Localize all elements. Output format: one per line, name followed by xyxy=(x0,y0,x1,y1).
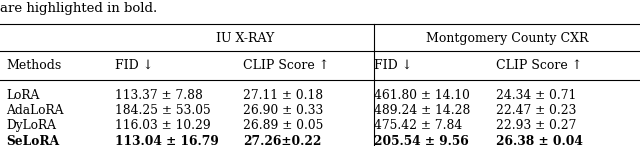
Text: 116.03 ± 10.29: 116.03 ± 10.29 xyxy=(115,119,211,132)
Text: 184.25 ± 53.05: 184.25 ± 53.05 xyxy=(115,104,211,117)
Text: LoRA: LoRA xyxy=(6,89,40,102)
Text: CLIP Score ↑: CLIP Score ↑ xyxy=(496,59,582,72)
Text: AdaLoRA: AdaLoRA xyxy=(6,104,64,117)
Text: SeLoRA: SeLoRA xyxy=(6,135,60,146)
Text: 27.11 ± 0.18: 27.11 ± 0.18 xyxy=(243,89,323,102)
Text: 26.38 ± 0.04: 26.38 ± 0.04 xyxy=(496,135,583,146)
Text: 27.26±0.22: 27.26±0.22 xyxy=(243,135,321,146)
Text: DyLoRA: DyLoRA xyxy=(6,119,56,132)
Text: Montgomery County CXR: Montgomery County CXR xyxy=(426,32,588,45)
Text: FID ↓: FID ↓ xyxy=(374,59,413,72)
Text: 22.47 ± 0.23: 22.47 ± 0.23 xyxy=(496,104,577,117)
Text: 113.04 ± 16.79: 113.04 ± 16.79 xyxy=(115,135,219,146)
Text: CLIP Score ↑: CLIP Score ↑ xyxy=(243,59,330,72)
Text: IU X-RAY: IU X-RAY xyxy=(216,32,274,45)
Text: FID ↓: FID ↓ xyxy=(115,59,154,72)
Text: 475.42 ± 7.84: 475.42 ± 7.84 xyxy=(374,119,463,132)
Text: 205.54 ± 9.56: 205.54 ± 9.56 xyxy=(374,135,469,146)
Text: 24.34 ± 0.71: 24.34 ± 0.71 xyxy=(496,89,576,102)
Text: 26.89 ± 0.05: 26.89 ± 0.05 xyxy=(243,119,324,132)
Text: Methods: Methods xyxy=(6,59,61,72)
Text: 489.24 ± 14.28: 489.24 ± 14.28 xyxy=(374,104,471,117)
Text: 26.90 ± 0.33: 26.90 ± 0.33 xyxy=(243,104,323,117)
Text: 461.80 ± 14.10: 461.80 ± 14.10 xyxy=(374,89,470,102)
Text: are highlighted in bold.: are highlighted in bold. xyxy=(0,2,157,15)
Text: 22.93 ± 0.27: 22.93 ± 0.27 xyxy=(496,119,577,132)
Text: 113.37 ± 7.88: 113.37 ± 7.88 xyxy=(115,89,203,102)
